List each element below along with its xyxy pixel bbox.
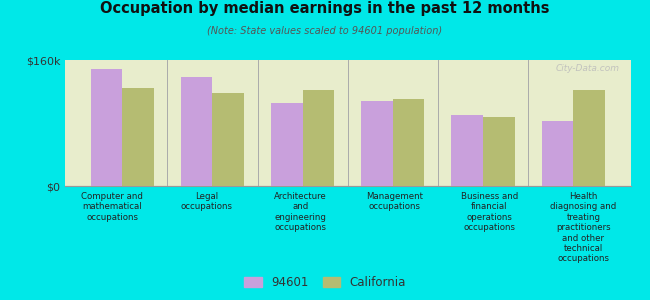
Text: Business and
financial
operations
occupations: Business and financial operations occupa… [460, 192, 518, 232]
Text: Legal
occupations: Legal occupations [181, 192, 233, 212]
Bar [452, 115, 483, 186]
Text: (Note: State values scaled to 94601 population): (Note: State values scaled to 94601 popu… [207, 26, 443, 35]
Text: Occupation by median earnings in the past 12 months: Occupation by median earnings in the pas… [100, 2, 550, 16]
Text: Computer and
mathematical
occupations: Computer and mathematical occupations [81, 192, 143, 222]
Bar [541, 122, 573, 186]
Bar [303, 90, 334, 186]
Bar [271, 103, 303, 186]
Bar [181, 77, 213, 186]
Bar [91, 69, 122, 186]
Bar [213, 93, 244, 186]
Text: Architecture
and
engineering
occupations: Architecture and engineering occupations [274, 192, 327, 232]
Text: Management
occupations: Management occupations [367, 192, 423, 212]
Bar [122, 88, 154, 186]
Text: Health
diagnosing and
treating
practitioners
and other
technical
occupations: Health diagnosing and treating practitio… [551, 192, 616, 263]
Legend: 94601, California: 94601, California [240, 272, 410, 292]
Bar [393, 99, 424, 186]
Bar [573, 90, 604, 186]
Bar [483, 117, 515, 186]
Bar [361, 101, 393, 186]
Text: City-Data.com: City-Data.com [555, 64, 619, 73]
